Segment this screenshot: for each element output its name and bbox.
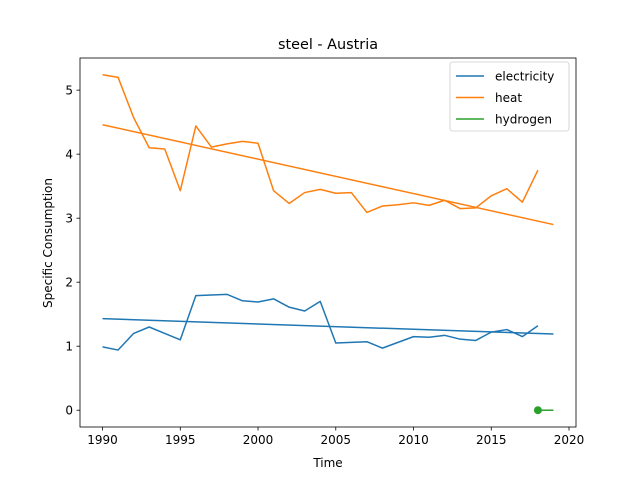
series-line-electricity-trend	[102, 317, 554, 335]
y-axis-label: Specific Consumption	[41, 178, 55, 308]
x-tick-label: 1995	[165, 433, 196, 447]
legend-label: electricity	[495, 70, 554, 84]
x-axis-label: Time	[312, 456, 342, 470]
x-tick-label: 1990	[87, 433, 118, 447]
y-tick-label: 0	[65, 404, 73, 418]
series-line-heat	[102, 74, 539, 214]
x-tick-label: 2020	[554, 433, 585, 447]
y-tick-label: 1	[65, 340, 73, 354]
x-tick-label: 2015	[476, 433, 507, 447]
x-tick-label: 2005	[321, 433, 352, 447]
legend: electricity heat hydrogen	[449, 61, 570, 132]
y-tick-label: 2	[65, 276, 73, 290]
legend-label: heat	[495, 91, 522, 105]
axes-frame	[79, 57, 577, 428]
series-lines	[102, 74, 554, 415]
axis-ticks: 1990 1995 2000 2005 2010 2015 2020 0 1 2 3 4 5	[65, 84, 584, 447]
series-marker-hydrogen	[533, 406, 542, 415]
legend-label: hydrogen	[495, 113, 552, 127]
y-tick-label: 5	[65, 84, 73, 98]
y-tick-label: 4	[65, 148, 73, 162]
chart-title: steel - Austria	[278, 37, 378, 53]
y-tick-label: 3	[65, 212, 73, 226]
series-line-heat-trend	[102, 123, 554, 226]
x-tick-label: 2010	[398, 433, 429, 447]
legend-box	[449, 61, 570, 132]
series-line-electricity	[102, 293, 539, 351]
x-tick-label: 2000	[243, 433, 274, 447]
